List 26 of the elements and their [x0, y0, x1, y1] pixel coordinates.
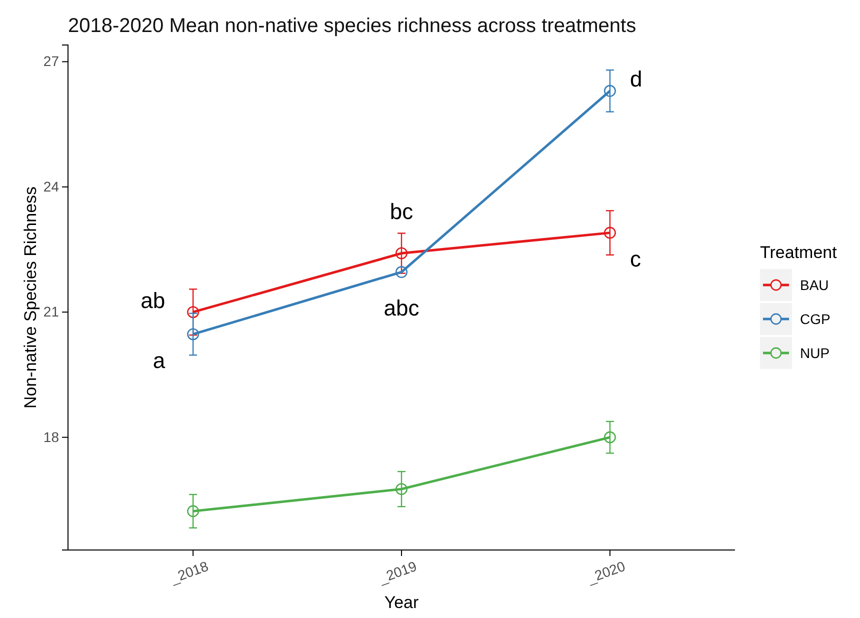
- point: [396, 266, 408, 278]
- annotation: a: [152, 348, 166, 373]
- annotation: ab: [140, 288, 166, 313]
- y-tick-label: 18: [43, 428, 60, 445]
- x-axis-title: Year: [384, 593, 420, 612]
- legend-title: Treatment: [760, 243, 838, 262]
- point: [187, 505, 200, 518]
- chart-title: 2018-2020 Mean non-native species richness across treatments: [68, 15, 636, 37]
- point: [396, 483, 408, 496]
- point: [396, 247, 408, 260]
- legend-label: BAU: [800, 276, 829, 293]
- y-axis-title: Non-native Species Richness: [21, 186, 40, 409]
- annotation: d: [630, 66, 642, 92]
- y-tick-label: 24: [43, 178, 60, 194]
- point: [187, 306, 200, 318]
- annotation: abc: [384, 296, 420, 321]
- legend-label: CGP: [800, 310, 830, 327]
- annotation: bc: [390, 198, 414, 224]
- legend-label: NUP: [800, 344, 830, 361]
- point: [604, 84, 616, 97]
- annotation: c: [630, 246, 641, 272]
- point: [604, 431, 616, 444]
- point: [187, 328, 200, 340]
- point: [604, 226, 616, 239]
- y-tick-label: 21: [43, 304, 60, 320]
- y-tick-label: 27: [43, 53, 60, 70]
